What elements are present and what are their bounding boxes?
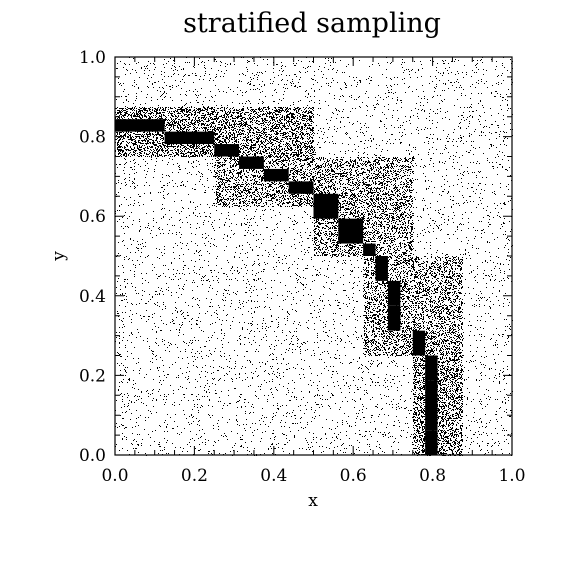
dense-sample-cell xyxy=(239,156,264,169)
dense-sample-cell xyxy=(263,168,289,182)
y-tick-label: 1.0 xyxy=(79,48,106,68)
y-tick-label: 0.2 xyxy=(79,366,106,386)
dense-sample-cell xyxy=(387,305,401,331)
dense-sample-cell xyxy=(164,131,215,145)
x-tick-label: 0.4 xyxy=(260,466,287,486)
sample-points xyxy=(115,57,513,456)
dense-sample-cell xyxy=(387,280,401,306)
x-tick-label: 0.0 xyxy=(101,466,128,486)
x-tick-label: 0.6 xyxy=(340,466,367,486)
dense-sample-cell xyxy=(425,380,438,431)
y-axis-label: y xyxy=(49,251,69,262)
dense-sample-cell xyxy=(115,119,165,132)
dense-sample-cell xyxy=(363,243,376,256)
dense-sample-cell xyxy=(425,430,438,455)
x-tick-labels: 0.0 0.2 0.4 0.6 0.8 1.0 xyxy=(101,466,525,486)
x-tick-label: 0.2 xyxy=(181,466,208,486)
y-tick-labels: 0.0 0.2 0.4 0.6 0.8 1.0 xyxy=(79,48,106,466)
axis-ticks xyxy=(114,56,513,456)
dense-sample-cell xyxy=(288,181,314,194)
y-tick-label: 0.8 xyxy=(79,128,106,148)
x-tick-label: 1.0 xyxy=(498,466,525,486)
dense-sample-cell xyxy=(214,144,240,157)
y-tick-label: 0.4 xyxy=(79,287,106,307)
dense-sample-cell xyxy=(412,330,426,356)
y-tick-label: 0.0 xyxy=(79,446,106,466)
tick-marks xyxy=(114,56,513,456)
dense-sample-cell xyxy=(375,256,388,281)
y-tick-label: 0.6 xyxy=(79,207,106,227)
dense-sample-cell xyxy=(338,218,364,244)
chart-title: stratified sampling xyxy=(183,8,441,39)
x-axis-label: x xyxy=(308,491,318,511)
dense-sample-cell xyxy=(425,355,438,381)
x-tick-label: 0.8 xyxy=(419,466,446,486)
dense-sample-cell xyxy=(313,193,339,219)
sample-point-cloud xyxy=(115,57,513,456)
